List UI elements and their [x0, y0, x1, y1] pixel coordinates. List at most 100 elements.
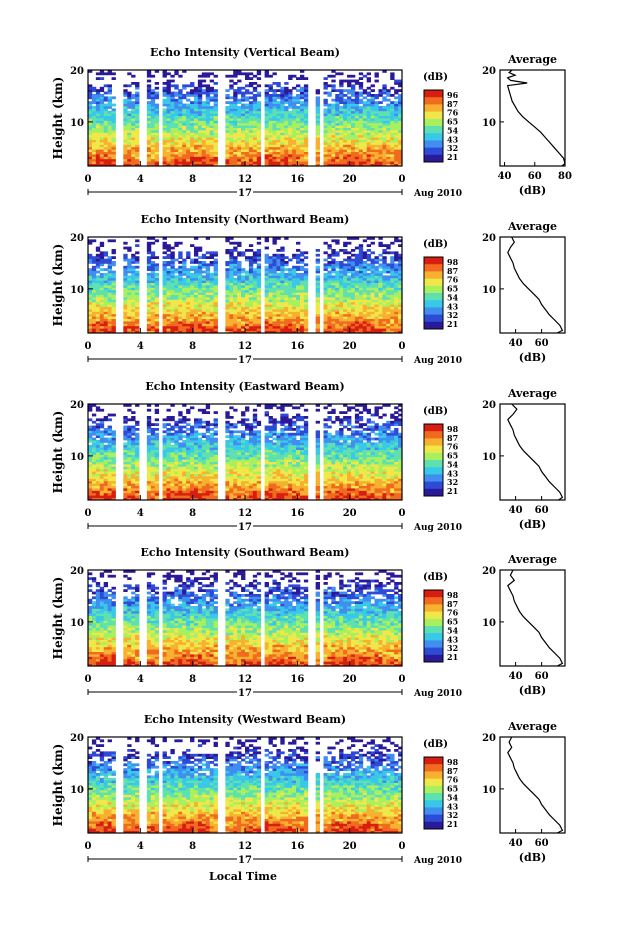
heatmap-cell — [304, 251, 308, 254]
heatmap-cell — [108, 130, 112, 133]
heatmap-cell — [127, 297, 131, 300]
heatmap-cell — [186, 299, 190, 302]
heatmap-cell — [225, 144, 229, 147]
heatmap-cell — [198, 290, 202, 293]
heatmap-cell — [327, 256, 331, 259]
heatmap-cell — [257, 128, 261, 131]
panel-0: Echo Intensity (Vertical Beam)1020Height… — [51, 46, 572, 199]
heatmap-cell — [147, 304, 151, 307]
heatmap-cell — [269, 266, 273, 269]
heatmap-cell — [108, 256, 112, 259]
heatmap-cell — [394, 307, 398, 310]
heatmap-cell — [339, 108, 343, 111]
heatmap-cell — [292, 290, 296, 293]
heatmap-cell — [331, 280, 335, 283]
heatmap-cell — [167, 111, 171, 114]
heatmap-cell — [378, 259, 382, 262]
heatmap-cell — [210, 120, 214, 123]
heatmap-cell — [88, 275, 92, 278]
heatmap-cell — [233, 263, 237, 266]
heatmap-cell — [363, 311, 367, 314]
heatmap-cell — [151, 297, 155, 300]
heatmap-cell — [225, 323, 229, 326]
heatmap-cell — [304, 128, 308, 131]
heatmap-cell — [371, 307, 375, 310]
x-tick-label: 16 — [290, 174, 304, 185]
heatmap-cell — [292, 152, 296, 155]
heatmap-cell — [394, 118, 398, 121]
heatmap-cell — [237, 80, 241, 83]
heatmap-cell — [331, 108, 335, 111]
heatmap-cell — [292, 297, 296, 300]
heatmap-cell — [88, 314, 92, 317]
heatmap-cell — [390, 108, 394, 111]
heatmap-cell — [288, 278, 292, 281]
heatmap-cell — [343, 266, 347, 269]
heatmap-cell — [288, 140, 292, 143]
heatmap-cell — [167, 99, 171, 102]
heatmap-cell — [233, 283, 237, 286]
heatmap-cell — [386, 111, 390, 114]
heatmap-cell — [206, 273, 210, 276]
heatmap-cell — [339, 275, 343, 278]
heatmap-cell — [367, 290, 371, 293]
heatmap-cell — [359, 249, 363, 252]
heatmap-cell — [233, 125, 237, 128]
heatmap-cell — [284, 89, 288, 92]
heatmap-cell — [174, 302, 178, 305]
heatmap-cell — [359, 77, 363, 80]
heatmap-cell — [335, 273, 339, 276]
heatmap-cell — [104, 261, 108, 264]
heatmap-cell — [331, 299, 335, 302]
heatmap-cell — [194, 307, 198, 310]
heatmap-cell — [194, 266, 198, 269]
heatmap-cell — [367, 77, 371, 80]
heatmap-cell — [198, 101, 202, 104]
heatmap-cell — [131, 149, 135, 152]
heatmap-cell — [382, 290, 386, 293]
heatmap-cell — [367, 132, 371, 135]
heatmap-cell — [127, 92, 131, 95]
average-x-tick-label: 60 — [535, 338, 549, 349]
heatmap-cell — [170, 140, 174, 143]
heatmap-cell — [214, 323, 218, 326]
heatmap-cell — [284, 280, 288, 283]
heatmap-cell — [170, 120, 174, 123]
heatmap-cell — [347, 259, 351, 262]
heatmap-cell — [167, 254, 171, 257]
heatmap-cell — [276, 118, 280, 121]
heatmap-cell — [249, 266, 253, 269]
heatmap-cell — [206, 299, 210, 302]
heatmap-cell — [131, 319, 135, 322]
heatmap-cell — [214, 149, 218, 152]
heatmap-cell — [355, 287, 359, 290]
heatmap-cell — [174, 92, 178, 95]
heatmap-cell — [300, 309, 304, 312]
heatmap-cell — [88, 144, 92, 147]
heatmap-cell — [249, 147, 253, 150]
heatmap-cell — [390, 132, 394, 135]
heatmap-cell — [88, 319, 92, 322]
heatmap-cell — [249, 120, 253, 123]
colorbar-segment — [424, 155, 443, 158]
heatmap-cell — [269, 104, 273, 107]
heatmap-cell — [394, 256, 398, 259]
heatmap-cell — [386, 92, 390, 95]
heatmap-cell — [135, 116, 139, 119]
heatmap-cell — [276, 266, 280, 269]
heatmap-cell — [316, 254, 320, 257]
heatmap-cell — [237, 99, 241, 102]
heatmap-cell — [104, 314, 108, 317]
heatmap-cell — [335, 108, 339, 111]
heatmap-cell — [100, 154, 104, 157]
heatmap-cell — [96, 297, 100, 300]
heatmap-cell — [112, 137, 116, 140]
heatmap-cell — [257, 132, 261, 135]
heatmap-cell — [174, 135, 178, 138]
heatmap-cell — [155, 125, 159, 128]
heatmap-cell — [112, 261, 116, 264]
heatmap-cell — [178, 101, 182, 104]
heatmap-cell — [135, 152, 139, 155]
